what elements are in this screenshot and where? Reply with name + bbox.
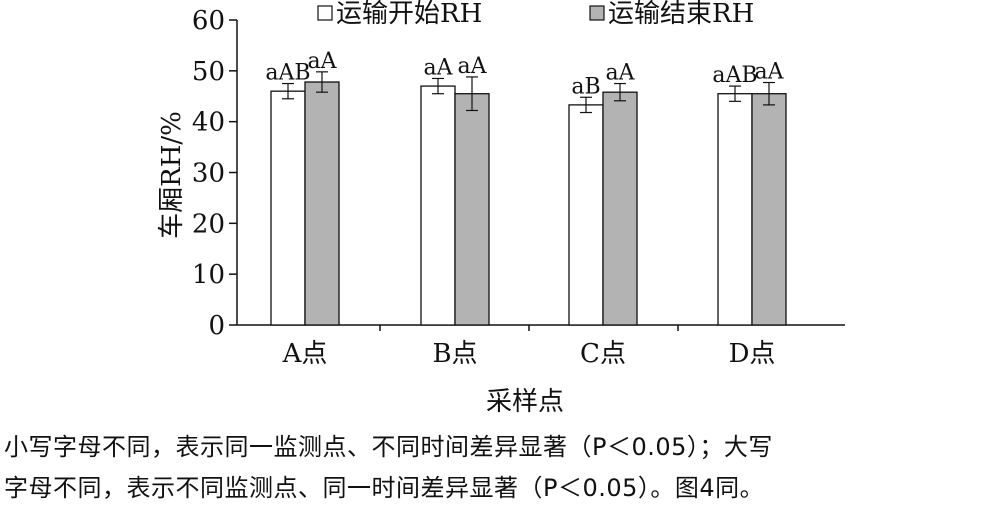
data-label: aA [457, 54, 487, 79]
bar [420, 85, 456, 326]
caption-line-1: 小写字母不同，表示同一监测点、不同时间差异显著（P＜0.05）；大写 [4, 433, 773, 461]
data-label: aA [423, 55, 453, 80]
bar [270, 90, 306, 326]
y-tick-label: 30 [192, 159, 225, 189]
legend: 运输开始RH 运输结束RH [317, 0, 754, 29]
bar [454, 93, 490, 326]
data-label: aAB [265, 61, 310, 86]
legend-label: 运输开始RH [336, 0, 482, 29]
y-tick-label: 0 [208, 311, 225, 341]
bar [751, 93, 787, 326]
data-label: aA [605, 61, 635, 86]
legend-label: 运输结束RH [608, 0, 754, 29]
bar [568, 104, 604, 326]
data-label: aA [307, 49, 337, 74]
y-tick-label: 10 [192, 260, 225, 290]
y-axis-label: 车厢RH/% [157, 111, 187, 239]
data-label: aB [571, 74, 600, 99]
legend-swatch [589, 5, 605, 21]
y-tick-label: 50 [192, 57, 225, 87]
y-tick-label: 40 [192, 108, 225, 138]
data-label: aAB [712, 63, 757, 88]
x-tick-label: D点 [729, 339, 776, 369]
bar [304, 81, 340, 326]
legend-swatch [317, 5, 333, 21]
data-label: aA [754, 60, 784, 85]
y-tick-label: 20 [192, 209, 225, 239]
x-tick-label: C点 [580, 339, 626, 369]
bar [717, 93, 753, 326]
caption-line-2: 字母不同，表示不同监测点、同一时间差异显著（P＜0.05）。图4同。 [4, 474, 765, 502]
axes: 0 10 20 30 40 50 60 A点 B点 C点 D点 [192, 6, 845, 369]
x-axis-label: 采样点 [486, 387, 564, 417]
bar [602, 91, 638, 326]
y-tick-label: 60 [192, 6, 225, 36]
x-tick-label: B点 [432, 339, 477, 369]
x-tick-label: A点 [282, 339, 328, 369]
